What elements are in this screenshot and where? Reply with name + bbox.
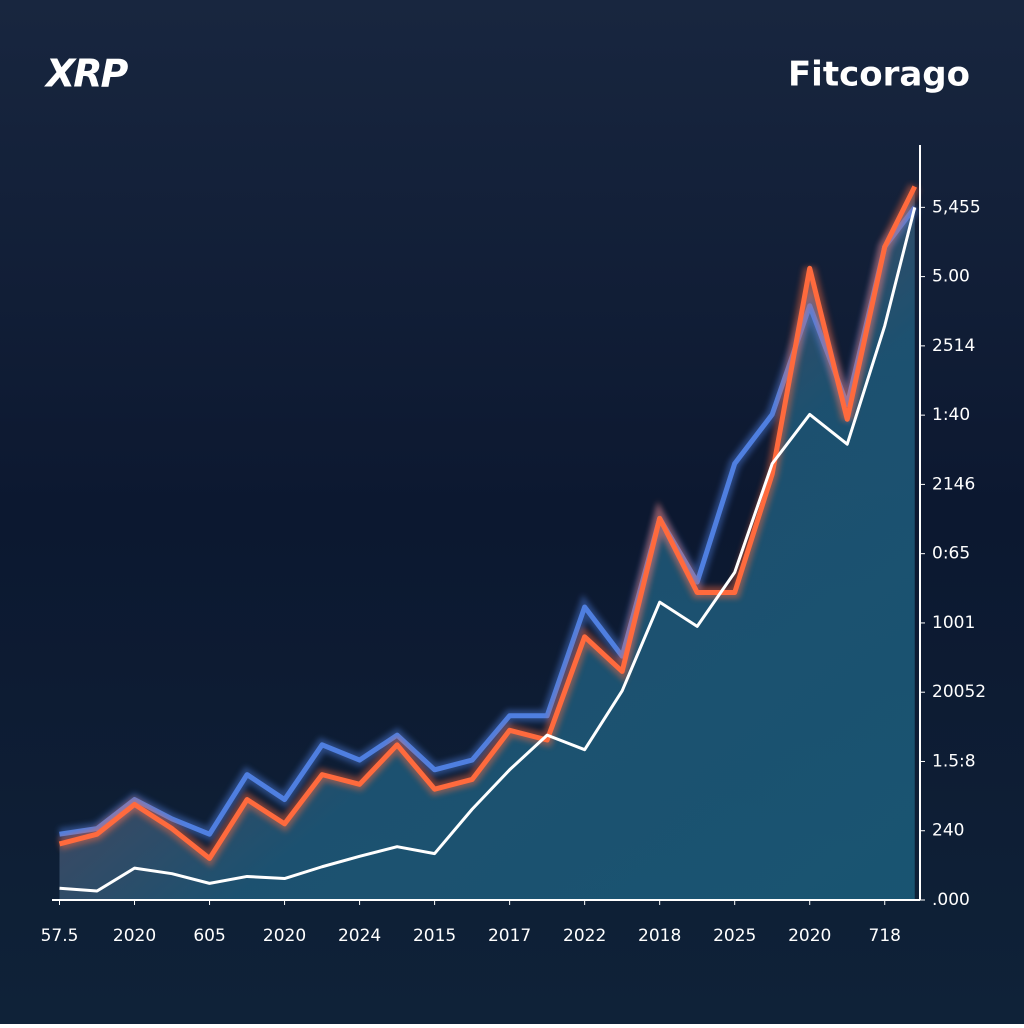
x-tick-label: 57.5 [41, 926, 79, 946]
brand: Fitcorago [788, 55, 970, 95]
x-tick-label: 2018 [638, 926, 681, 946]
line [59, 206, 917, 893]
x-tick-label: 605 [193, 926, 225, 946]
y-tick-label: 0:65 [932, 544, 970, 564]
x-tick-label: 2022 [563, 926, 606, 946]
x-tick-label: 2020 [788, 926, 831, 946]
x-tick-label: 2024 [338, 926, 381, 946]
line [58, 185, 917, 861]
line [59, 205, 917, 837]
x-tick-label: 2015 [413, 926, 456, 946]
y-tick-label: 2514 [932, 336, 975, 356]
x-tick-label: 2025 [713, 926, 756, 946]
y-tick-label: 2146 [932, 474, 975, 494]
x-tick-label: 2017 [488, 926, 531, 946]
y-tick-label: 1.5:8 [932, 751, 976, 771]
area [59, 186, 915, 900]
y-tick-label: 1001 [932, 613, 975, 633]
chart-title: XRP [44, 52, 129, 96]
x-tick-label: 2020 [113, 926, 156, 946]
y-tick-label: 5.00 [932, 267, 970, 287]
y-tick-label: 5,455 [932, 197, 981, 217]
x-tick-label: 2020 [263, 926, 306, 946]
y-tick-label: 20052 [932, 682, 986, 702]
x-tick-label: 718 [869, 926, 901, 946]
y-tick-label: .000 [932, 890, 970, 910]
y-tick-label: 1:40 [932, 405, 970, 425]
y-tick-label: 240 [932, 821, 964, 841]
